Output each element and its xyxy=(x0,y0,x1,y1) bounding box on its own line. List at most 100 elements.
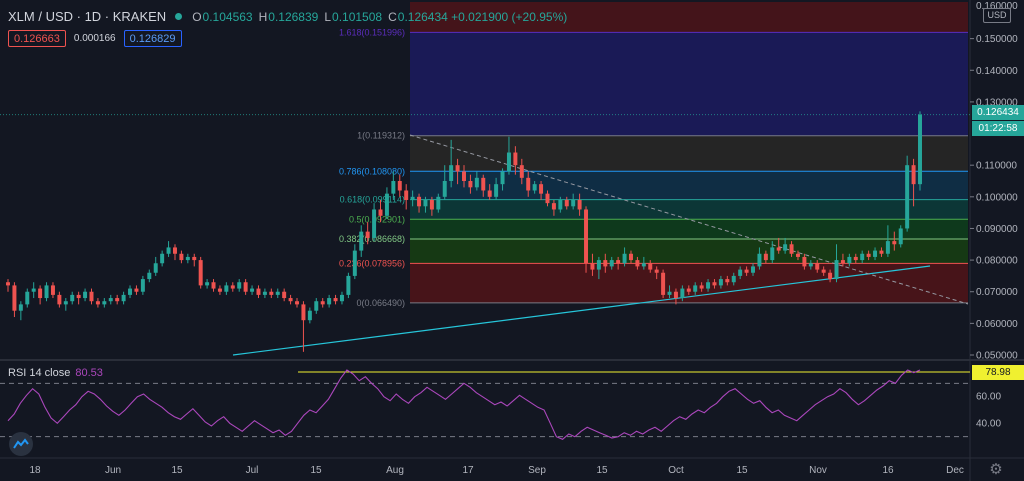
candle xyxy=(128,285,133,299)
candle-body xyxy=(108,298,113,302)
fib-zone xyxy=(410,135,968,172)
candle xyxy=(63,298,68,311)
candle xyxy=(147,269,152,283)
candle xyxy=(436,193,441,213)
rsi-label[interactable]: RSI 14 close xyxy=(8,367,71,379)
candle xyxy=(160,250,165,267)
candle-body xyxy=(462,171,466,181)
candle-body xyxy=(436,196,441,210)
candle xyxy=(166,241,171,257)
candle xyxy=(860,250,865,264)
candle-body xyxy=(89,291,94,302)
price-tick-label: 0.100000 xyxy=(976,192,1018,203)
candle xyxy=(699,282,704,292)
candle xyxy=(449,139,454,188)
candle-body xyxy=(834,260,839,280)
candle xyxy=(866,250,871,261)
candle-body xyxy=(673,291,678,299)
candle-body xyxy=(95,301,100,305)
tradingview-logo-icon[interactable] xyxy=(9,432,33,456)
symbol-title[interactable]: XLM / USD · 1D · KRAKEN xyxy=(8,9,167,24)
candle xyxy=(693,282,698,295)
candle xyxy=(262,288,267,299)
candle xyxy=(224,282,229,295)
candle xyxy=(519,158,524,185)
candle-body xyxy=(725,279,730,283)
candle xyxy=(892,231,897,251)
candle xyxy=(616,256,621,270)
price-tick-label: 0.160000 xyxy=(976,1,1018,12)
price-tick-label: 0.110000 xyxy=(976,161,1017,172)
candle xyxy=(89,288,94,305)
candle-body xyxy=(795,253,800,257)
fibonacci-retracement[interactable]: 1.618(0.151996) 1(0.119312) 0.786(0.108080… xyxy=(339,2,968,308)
time-tick-label: 17 xyxy=(462,465,474,476)
candle xyxy=(346,272,351,299)
candle-body xyxy=(83,291,88,299)
rsi-line xyxy=(7,369,921,440)
candle-body xyxy=(648,263,653,270)
candle-body xyxy=(866,253,871,257)
candle xyxy=(494,177,499,200)
candle-body xyxy=(449,165,454,181)
candle-body xyxy=(853,256,858,261)
sell-button[interactable]: 0.126663 xyxy=(8,30,66,47)
candle-body xyxy=(474,177,479,188)
fib-level-label: 1.618(0.151996) xyxy=(339,27,405,37)
candle-body xyxy=(224,285,229,292)
gear-icon[interactable]: ⚙ xyxy=(989,461,1003,478)
candle-body xyxy=(596,260,601,270)
candle-body xyxy=(295,301,300,305)
candle xyxy=(44,282,49,302)
candle-body xyxy=(513,152,518,166)
ohlc-value-high: 0.126839 xyxy=(268,9,319,24)
candle-body xyxy=(397,181,402,191)
candle-body xyxy=(641,263,646,267)
candle-body xyxy=(860,253,865,261)
price-tick-label: 0.070000 xyxy=(976,287,1018,298)
candle-body xyxy=(526,177,531,191)
ascending-trendline xyxy=(232,265,931,356)
price-tick-label: 0.130000 xyxy=(976,97,1018,108)
price-tick-label: 0.140000 xyxy=(976,66,1018,77)
candle xyxy=(718,275,723,289)
time-tick-label: Oct xyxy=(668,465,684,476)
candle-body xyxy=(481,177,486,191)
candle-body xyxy=(789,244,794,254)
time-tick-label: Jun xyxy=(105,465,121,476)
price-tick-label: 0.060000 xyxy=(976,319,1018,330)
candle xyxy=(828,269,833,283)
candle xyxy=(853,253,858,264)
candle xyxy=(545,190,550,207)
candle xyxy=(815,260,820,273)
candle xyxy=(404,184,409,210)
candle-body xyxy=(339,294,344,302)
buy-button[interactable]: 0.126829 xyxy=(123,30,182,47)
candle xyxy=(648,260,653,273)
candle xyxy=(359,225,364,257)
candle-body xyxy=(237,282,242,289)
time-tick-label: Aug xyxy=(386,465,404,476)
currency-label[interactable]: USD xyxy=(983,8,1011,23)
trade-buttons: 0.126663 0.000166 0.126829 xyxy=(8,30,182,47)
candle xyxy=(397,174,402,197)
candle xyxy=(365,222,370,245)
candle xyxy=(352,244,357,280)
candle xyxy=(783,237,788,254)
candle xyxy=(307,307,312,324)
time-tick-label: Nov xyxy=(809,465,827,476)
candle-body xyxy=(429,199,434,210)
candle xyxy=(442,165,447,200)
candle xyxy=(487,184,492,200)
time-tick-label: 15 xyxy=(596,465,608,476)
candle-body xyxy=(128,288,133,295)
candle xyxy=(506,136,511,175)
candle-body xyxy=(911,165,916,185)
candle xyxy=(596,256,601,280)
time-tick-label: 18 xyxy=(29,465,41,476)
candle-body xyxy=(417,196,422,207)
candle-body xyxy=(211,282,216,289)
candle-body xyxy=(333,298,338,302)
trendlines[interactable] xyxy=(232,134,969,356)
